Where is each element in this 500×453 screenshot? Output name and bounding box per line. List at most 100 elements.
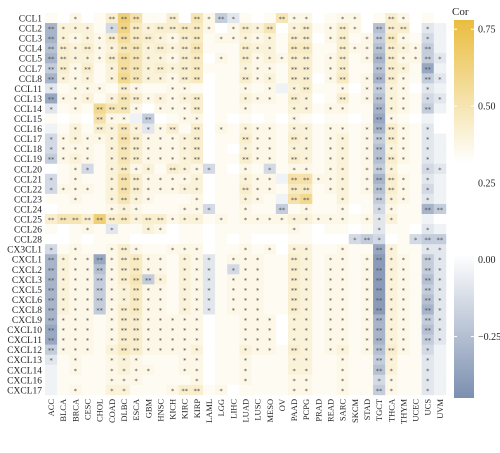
heatmap-cell: [166, 93, 179, 104]
heatmap-cell: [45, 324, 58, 335]
heatmap-cell: [288, 254, 301, 265]
heatmap-cell: [421, 143, 435, 154]
heatmap-cell: [360, 203, 374, 215]
heatmap-cell: [263, 284, 277, 295]
heatmap-cell: [312, 364, 325, 376]
heatmap-cell: [251, 294, 264, 305]
heatmap-cell: [373, 364, 386, 376]
heatmap-cell: [360, 384, 374, 396]
heatmap-cell: [190, 63, 204, 74]
heatmap-cell: [178, 334, 192, 345]
significance-mark: **: [194, 146, 201, 154]
heatmap-cell: [397, 73, 410, 84]
significance-mark: *: [62, 327, 66, 335]
heatmap-cell: [227, 314, 240, 325]
heatmap-cell: [409, 374, 422, 386]
significance-mark: *: [207, 266, 211, 274]
significance-mark: **: [194, 75, 201, 83]
significance-mark: *: [207, 306, 211, 314]
heatmap-cell: [324, 133, 337, 144]
row-label: CCL16: [14, 125, 42, 135]
column-label: HNSC: [155, 399, 165, 422]
significance-mark: *: [426, 156, 430, 164]
heatmap-cell: [69, 224, 82, 235]
heatmap-cell: [275, 244, 289, 255]
significance-mark: *: [195, 186, 199, 194]
heatmap-cell: [215, 113, 228, 124]
heatmap-cell: [397, 13, 410, 24]
significance-mark: **: [48, 216, 55, 224]
significance-mark: *: [147, 347, 151, 355]
heatmap-cell: [300, 43, 313, 54]
significance-mark: *: [62, 296, 66, 304]
heatmap-cell: [239, 73, 252, 84]
heatmap-cell: [433, 153, 447, 165]
row-label: CXCL10: [7, 326, 42, 336]
heatmap-cell: [300, 314, 313, 325]
heatmap-cell: [251, 384, 264, 396]
heatmap-cell: [360, 183, 374, 195]
heatmap-cell: [421, 33, 435, 44]
heatmap-cell: [300, 23, 313, 34]
heatmap-cell: [57, 113, 70, 124]
heatmap-cell: [57, 143, 70, 154]
heatmap-cell: [130, 33, 143, 44]
heatmap-cell: [227, 23, 240, 34]
heatmap-cell: [166, 63, 179, 74]
heatmap-cell: [336, 384, 350, 396]
significance-mark: *: [365, 146, 369, 154]
significance-mark: *: [159, 266, 163, 274]
heatmap-cell: [312, 294, 325, 305]
heatmap-cell: [190, 53, 204, 64]
heatmap-cell: [190, 264, 204, 275]
heatmap-cell: [385, 103, 398, 114]
heatmap-cell: [275, 344, 289, 355]
significance-mark: *: [110, 266, 114, 274]
significance-mark: **: [181, 55, 188, 63]
column-label: UVM: [435, 398, 445, 418]
significance-mark: *: [256, 186, 260, 194]
heatmap-cell: [373, 304, 386, 315]
heatmap-cell: [142, 53, 155, 64]
significance-mark: *: [195, 266, 199, 274]
significance-mark: **: [133, 296, 140, 304]
heatmap-cell: [154, 344, 167, 355]
heatmap-cell: [57, 364, 70, 376]
significance-mark: **: [303, 196, 310, 204]
heatmap-cell: [81, 294, 94, 305]
significance-mark: *: [232, 276, 236, 284]
significance-mark: *: [341, 347, 345, 355]
heatmap-cell: [93, 133, 107, 144]
significance-mark: *: [98, 136, 102, 144]
heatmap-cell: [130, 234, 143, 245]
significance-mark: **: [48, 75, 55, 83]
significance-mark: *: [365, 317, 369, 325]
heatmap-cell: [215, 274, 228, 285]
heatmap-cell: [166, 304, 179, 315]
significance-mark: **: [388, 25, 395, 33]
significance-mark: *: [341, 286, 345, 294]
heatmap-cell: [105, 364, 119, 376]
heatmap-cell: [360, 354, 374, 366]
significance-mark: *: [426, 166, 430, 174]
heatmap-cell: [324, 284, 337, 295]
heatmap-cell: [215, 183, 228, 195]
heatmap-cell: [154, 203, 167, 215]
heatmap-cell: [312, 254, 325, 265]
heatmap-cell: [45, 163, 58, 175]
heatmap-cell: [202, 113, 216, 124]
heatmap-cell: [57, 193, 70, 205]
heatmap-cell: [69, 153, 82, 165]
heatmap-cell: [130, 133, 143, 144]
heatmap-cell: [288, 374, 301, 386]
heatmap-cell: [45, 274, 58, 285]
heatmap-cell: [105, 294, 119, 305]
heatmap-cell: [69, 284, 82, 295]
heatmap-cell: [263, 53, 277, 64]
significance-mark: *: [147, 65, 151, 73]
significance-mark: *: [402, 296, 406, 304]
significance-mark: **: [376, 116, 383, 124]
heatmap-cell: [300, 153, 313, 165]
significance-mark: **: [291, 286, 298, 294]
heatmap-cell: [433, 183, 447, 195]
